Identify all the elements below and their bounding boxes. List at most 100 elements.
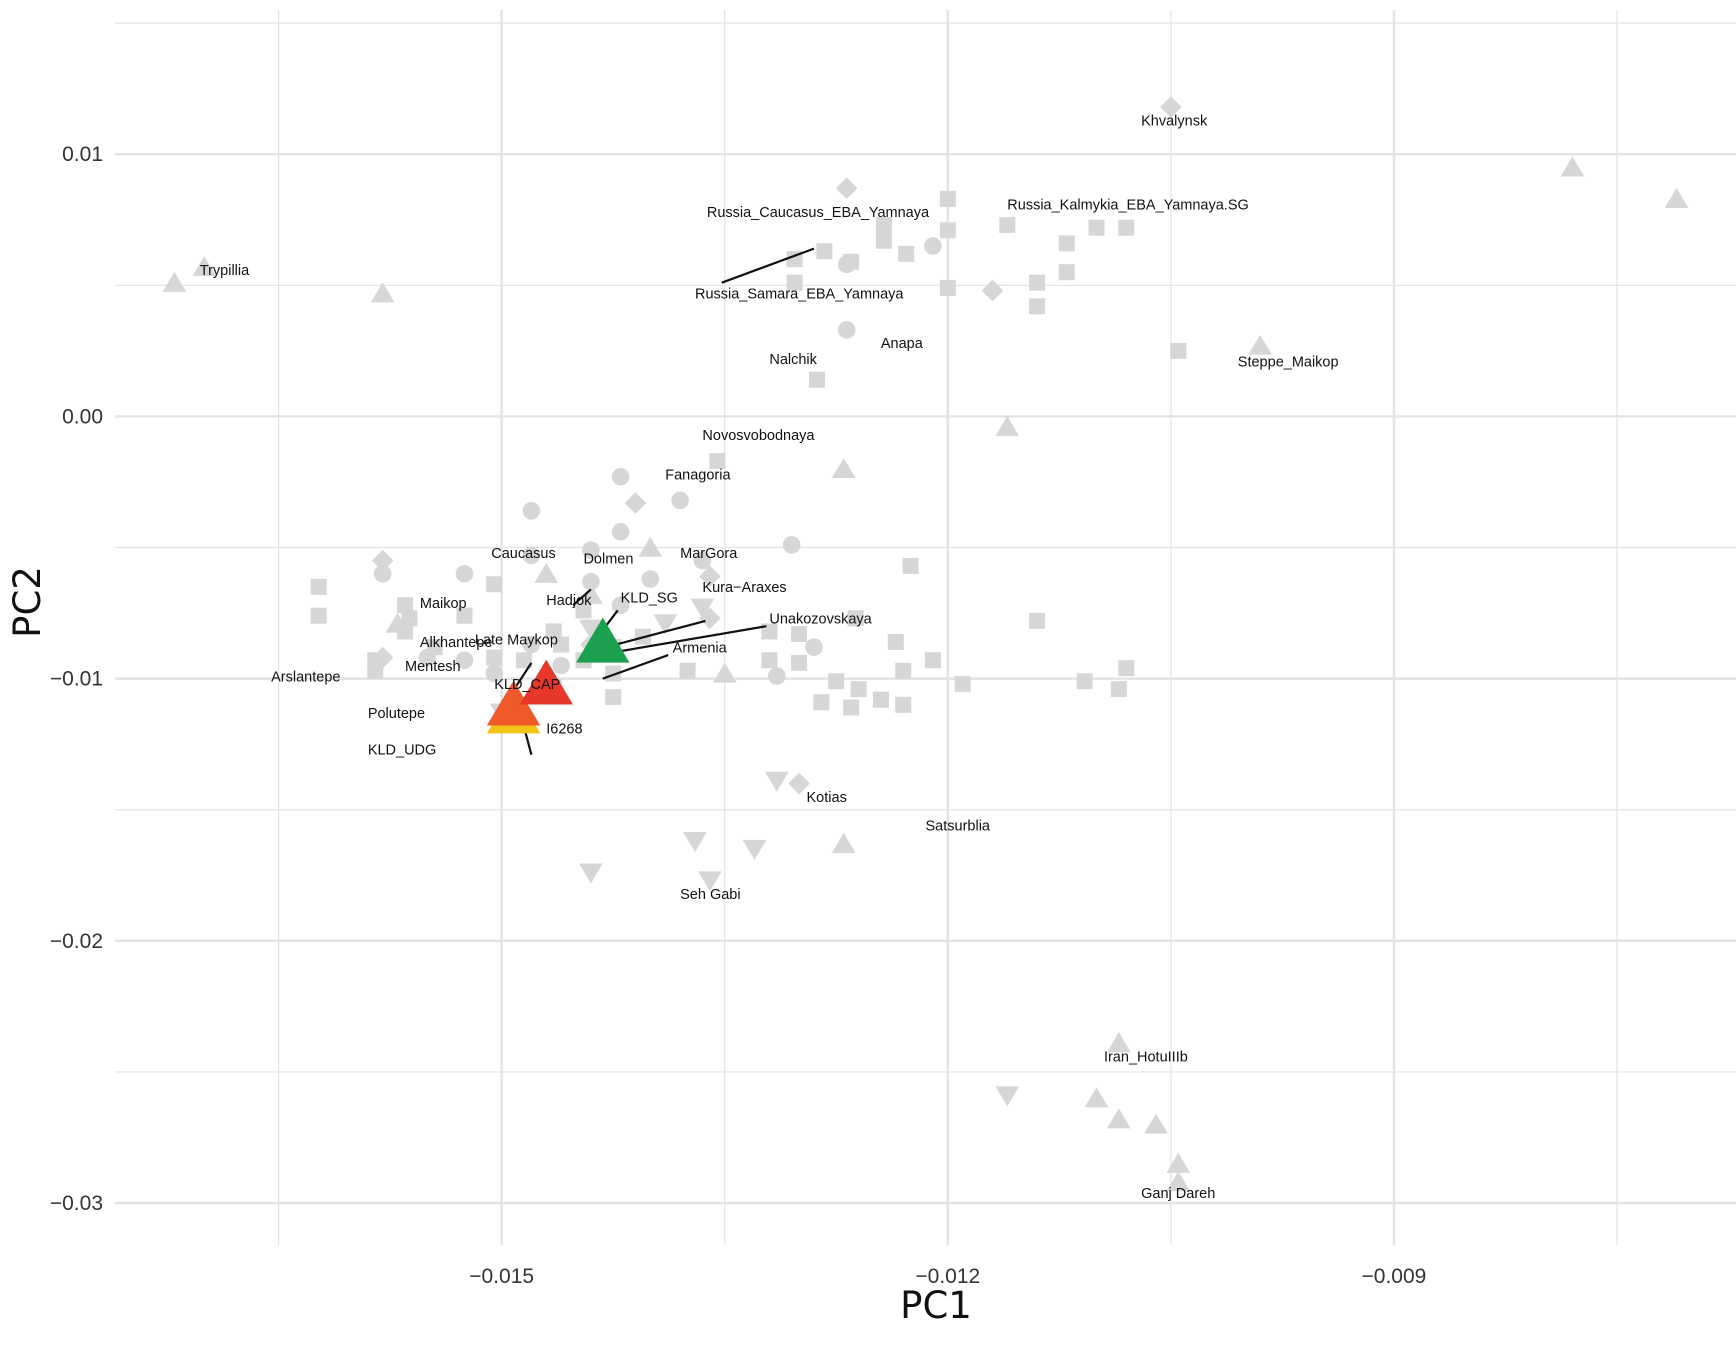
label-leader-line: [613, 625, 767, 654]
sample-point-square: [895, 662, 912, 679]
x-tick-label: −0.015: [469, 1265, 534, 1288]
sample-point-square: [847, 610, 864, 627]
point-label: Armenia: [673, 640, 728, 656]
sample-point-square: [808, 371, 825, 388]
point-label: Khvalynsk: [1141, 113, 1208, 129]
y-tick-label: 0.01: [62, 143, 103, 166]
point-labels: Khvalynsk Russia_Kalmykia_EBA_Yamnaya.SG R…: [200, 113, 1339, 1201]
sample-point-square: [813, 694, 830, 711]
sample-point-square: [456, 607, 473, 624]
sample-point-diamond: [835, 177, 858, 200]
x-tick-label: −0.009: [1362, 1265, 1427, 1288]
sample-point-square: [1118, 660, 1135, 677]
sample-point-square: [709, 452, 726, 469]
sample-point-triangle-down: [995, 1086, 1020, 1107]
sample-point-circle: [611, 467, 630, 486]
point-label: I6268: [546, 722, 582, 738]
sample-point-square: [850, 681, 867, 698]
point-label: KLD_SG: [621, 591, 678, 607]
sample-point-square: [1118, 219, 1135, 236]
point-label: Caucasus: [491, 546, 555, 562]
sample-point-circle: [611, 522, 630, 541]
sample-point-square: [1058, 264, 1075, 281]
sample-point-triangle-up: [831, 833, 856, 854]
sample-point-circle: [767, 667, 786, 685]
sample-point-square: [1110, 681, 1127, 698]
point-label: Russia_Samara_EBA_Yamnaya: [695, 286, 904, 302]
sample-point-square: [605, 688, 622, 705]
sample-point-square: [515, 652, 532, 669]
sample-point-diamond: [1160, 96, 1182, 118]
sample-point-circle: [641, 570, 660, 588]
sample-point-square: [545, 623, 562, 640]
point-label: Satsurblia: [926, 819, 991, 835]
sample-point-circle: [485, 664, 504, 683]
sample-point-square: [954, 675, 971, 692]
sample-point-triangle-down: [742, 839, 767, 860]
highlight-point-kld-cap: [519, 659, 574, 705]
sample-point-circle: [837, 255, 856, 274]
sample-point-square: [367, 662, 384, 679]
sample-point-triangle-down: [764, 771, 789, 792]
x-axis-title: PC1: [900, 1284, 972, 1327]
sample-point-circle: [418, 648, 437, 667]
sample-point-triangle-up: [1166, 1152, 1191, 1173]
sample-point-square: [575, 602, 592, 619]
sample-point-triangle-up: [1248, 334, 1272, 355]
sample-point-circle: [522, 502, 541, 520]
sample-point-triangle-up: [1664, 187, 1689, 208]
sample-point-square: [843, 699, 860, 716]
sample-point-triangle-down: [697, 871, 722, 892]
sample-point-square: [396, 597, 413, 614]
sample-point-triangle-up: [534, 562, 559, 583]
highlight-point-kld-sg: [576, 617, 630, 663]
sample-point-square: [816, 243, 833, 260]
sample-point-square: [791, 654, 808, 671]
point-label: Ganj Dareh: [1141, 1186, 1215, 1202]
sample-point-square: [761, 652, 778, 669]
sample-point-triangle-down: [579, 619, 603, 640]
sample-point-square: [786, 274, 803, 291]
sample-point-triangle-up: [1084, 1087, 1109, 1108]
point-label: Nalchik: [769, 352, 817, 368]
sample-point-triangle-up: [1106, 1032, 1131, 1053]
y-tick-label: −0.01: [50, 668, 103, 691]
sample-point-square: [1058, 235, 1075, 252]
sample-point-circle: [552, 656, 570, 675]
sample-point-triangle-down: [653, 614, 678, 635]
sample-point-square: [401, 610, 418, 627]
y-tick-label: 0.00: [62, 405, 103, 428]
point-label: Hadjok: [546, 593, 592, 609]
point-label: Late Maykop: [475, 633, 558, 649]
point-label: Alkhantepe: [420, 635, 493, 651]
sample-point-circle: [455, 651, 474, 670]
y-tick-label: −0.02: [50, 930, 103, 953]
sample-point-circle: [837, 321, 856, 339]
sample-point-square: [887, 633, 904, 650]
point-label: Seh Gabi: [680, 887, 740, 903]
sample-point-triangle-up: [162, 271, 187, 292]
sample-point-circle: [805, 638, 823, 656]
point-label: MarGora: [680, 546, 738, 562]
sample-point-circle: [671, 491, 689, 510]
sample-point-square: [939, 222, 956, 239]
sample-point-triangle-up: [1144, 1113, 1168, 1134]
sample-point-square: [828, 673, 845, 690]
sample-point-circle: [693, 551, 712, 570]
point-label: KLD_CAP: [494, 677, 560, 693]
sample-point-circle: [611, 596, 630, 615]
point-label: KLD_UDG: [368, 743, 437, 759]
label-leader-line: [602, 653, 669, 680]
sample-point-square: [486, 576, 503, 593]
sample-point-square: [1076, 673, 1093, 690]
sample-point-triangle-up: [192, 256, 217, 277]
point-label: Trypillia: [200, 263, 250, 279]
sample-point-circle: [522, 546, 541, 565]
y-tick-label: −0.03: [50, 1192, 103, 1215]
point-label: Fanagoria: [665, 467, 731, 483]
sample-point-triangle-up: [1560, 156, 1585, 177]
sample-point-circle: [782, 536, 801, 554]
point-label: Novosvobodnaya: [702, 428, 815, 444]
sample-point-square: [999, 217, 1016, 234]
